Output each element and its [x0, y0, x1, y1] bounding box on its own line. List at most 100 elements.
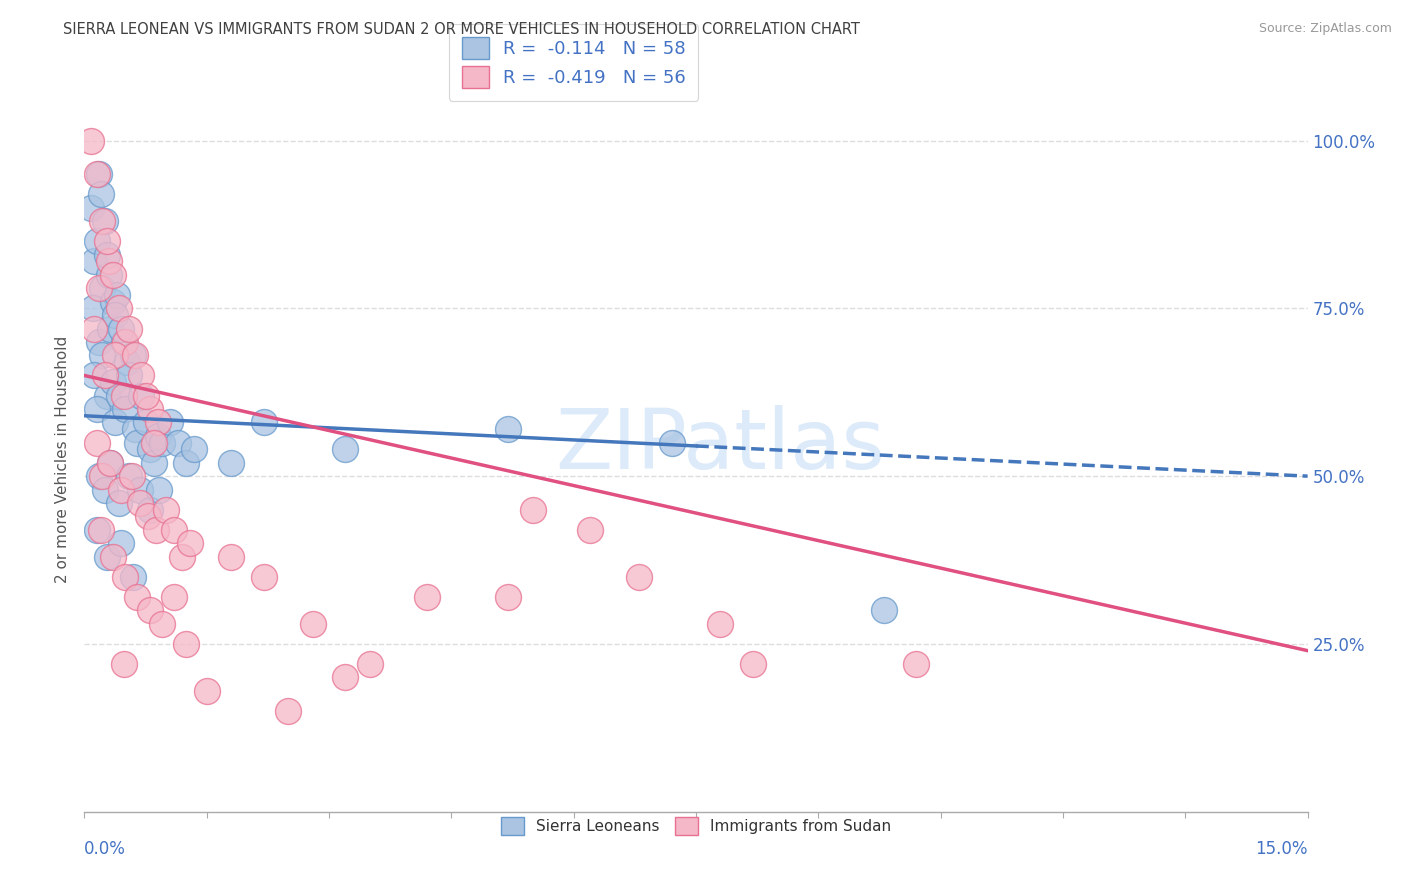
Point — [110, 483, 132, 497]
Point — [128, 496, 150, 510]
Point — [96, 234, 118, 248]
Point — [163, 523, 186, 537]
Point — [118, 321, 141, 335]
Point — [86, 435, 108, 450]
Point — [138, 402, 160, 417]
Point — [93, 483, 115, 497]
Point — [101, 268, 124, 282]
Text: 0.0%: 0.0% — [84, 840, 127, 858]
Point — [114, 402, 136, 417]
Point — [124, 422, 146, 436]
Point — [83, 321, 105, 335]
Point — [127, 435, 149, 450]
Point — [115, 355, 138, 369]
Point — [83, 368, 105, 383]
Point — [150, 616, 173, 631]
Point — [121, 469, 143, 483]
Point — [122, 570, 145, 584]
Point — [159, 416, 181, 430]
Point — [138, 502, 160, 516]
Point — [80, 201, 103, 215]
Y-axis label: 2 or more Vehicles in Household: 2 or more Vehicles in Household — [55, 335, 70, 583]
Point — [142, 435, 165, 450]
Point — [179, 536, 201, 550]
Point — [135, 389, 157, 403]
Point — [86, 523, 108, 537]
Point — [131, 368, 153, 383]
Point — [416, 590, 439, 604]
Point — [86, 234, 108, 248]
Point — [335, 671, 357, 685]
Point — [155, 502, 177, 516]
Point — [93, 214, 115, 228]
Point — [522, 502, 544, 516]
Text: Source: ZipAtlas.com: Source: ZipAtlas.com — [1258, 22, 1392, 36]
Point — [124, 348, 146, 362]
Point — [498, 422, 520, 436]
Point — [127, 590, 149, 604]
Point — [131, 389, 153, 403]
Point — [118, 368, 141, 383]
Point — [219, 549, 242, 564]
Point — [104, 416, 127, 430]
Point — [359, 657, 381, 671]
Point — [253, 416, 276, 430]
Point — [110, 536, 132, 550]
Point — [128, 483, 150, 497]
Point — [97, 268, 120, 282]
Point — [86, 167, 108, 181]
Point — [96, 389, 118, 403]
Point — [86, 402, 108, 417]
Point — [114, 334, 136, 349]
Point — [627, 570, 650, 584]
Point — [195, 684, 218, 698]
Point — [101, 294, 124, 309]
Point — [135, 416, 157, 430]
Point — [579, 523, 602, 537]
Point — [90, 523, 112, 537]
Point — [80, 134, 103, 148]
Point — [709, 616, 731, 631]
Point — [183, 442, 205, 457]
Text: ZIPatlas: ZIPatlas — [555, 405, 886, 486]
Point — [742, 657, 765, 671]
Point — [87, 167, 110, 181]
Point — [138, 603, 160, 617]
Point — [219, 456, 242, 470]
Point — [661, 435, 683, 450]
Point — [107, 496, 129, 510]
Text: SIERRA LEONEAN VS IMMIGRANTS FROM SUDAN 2 OR MORE VEHICLES IN HOUSEHOLD CORRELAT: SIERRA LEONEAN VS IMMIGRANTS FROM SUDAN … — [63, 22, 860, 37]
Point — [163, 590, 186, 604]
Point — [145, 523, 167, 537]
Point — [100, 456, 122, 470]
Point — [83, 254, 105, 268]
Point — [104, 348, 127, 362]
Point — [96, 248, 118, 262]
Point — [104, 308, 127, 322]
Point — [91, 348, 114, 362]
Point — [87, 281, 110, 295]
Point — [93, 368, 115, 383]
Point — [122, 348, 145, 362]
Point — [112, 657, 135, 671]
Point — [91, 214, 114, 228]
Point — [253, 570, 276, 584]
Point — [101, 375, 124, 389]
Point — [172, 549, 194, 564]
Legend: Sierra Leoneans, Immigrants from Sudan: Sierra Leoneans, Immigrants from Sudan — [494, 809, 898, 843]
Point — [905, 657, 928, 671]
Point — [96, 549, 118, 564]
Point — [87, 469, 110, 483]
Point — [146, 429, 169, 443]
Point — [90, 187, 112, 202]
Point — [277, 704, 299, 718]
Point — [101, 549, 124, 564]
Point — [107, 301, 129, 316]
Point — [136, 509, 159, 524]
Point — [301, 616, 323, 631]
Point — [167, 435, 190, 450]
Point — [150, 435, 173, 450]
Point — [112, 389, 135, 403]
Point — [112, 334, 135, 349]
Point — [110, 321, 132, 335]
